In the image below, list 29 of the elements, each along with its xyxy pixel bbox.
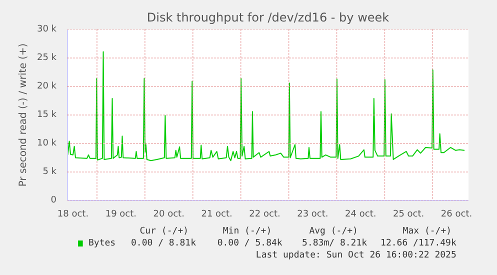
text: Max (-/+) <box>402 226 452 236</box>
text: Min (-/+) <box>222 226 272 236</box>
y-tick-label: 20 k <box>36 82 58 92</box>
line-series <box>68 51 466 162</box>
y-tick-label: 30 k <box>36 24 58 34</box>
text: 12.66 /117.49k <box>380 238 457 248</box>
y-tick-label: 15 k <box>36 110 58 120</box>
x-tick-label: 25 oct. <box>392 210 424 220</box>
y-tick-label: 0 <box>50 196 57 206</box>
y-tick-label: 5 k <box>42 167 58 177</box>
x-tick-label: 23 oct. <box>297 210 328 220</box>
x-tick-label: 18 oct. <box>57 210 89 220</box>
text: 0.00 / 8.81k <box>130 238 197 248</box>
y-tick-label: 10 k <box>36 138 58 148</box>
x-tick-label: 22 oct. <box>249 210 280 220</box>
x-tick-label: 21 oct. <box>201 210 232 220</box>
text: 5.83m/ 8.21k <box>302 238 368 248</box>
y-tick-label: 25 k <box>36 53 58 63</box>
x-tick-label: 26 oct. <box>440 210 472 220</box>
text: Avg (-/+) <box>309 226 358 236</box>
x-tick-label: 19 oct. <box>105 210 137 220</box>
text: Cur (-/+) <box>140 226 189 236</box>
x-tick-label: 20 oct. <box>153 210 184 220</box>
legend-label: Bytes <box>88 238 116 248</box>
text: 0.00 / 5.84k <box>217 238 283 248</box>
chart-title: Disk throughput for /dev/zd16 - by week <box>146 10 390 24</box>
x-tick-label: 24 oct. <box>345 210 376 220</box>
text: Last update: Sun Oct 26 16:00:22 2025 <box>256 250 456 260</box>
y-axis-title: Pr second read (-) / write (+) <box>18 43 29 187</box>
